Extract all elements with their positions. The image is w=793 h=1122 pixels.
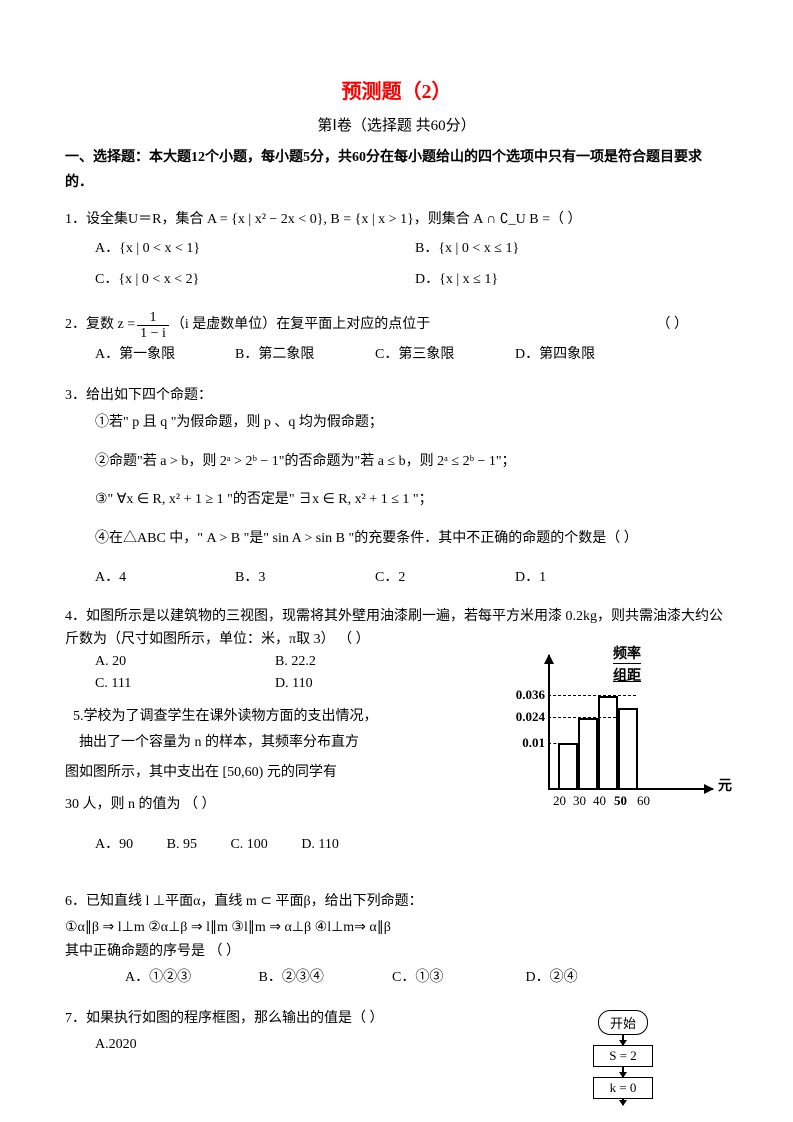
q2-opt-a: A．第一象限 xyxy=(95,341,235,369)
flow-start: 开始 xyxy=(598,1010,648,1035)
question-6: 6．已知直线 l ⊥平面α，直线 m ⊂ 平面β，给出下列命题： ①α∥β ⇒ … xyxy=(65,889,728,991)
q5-l3: 图如图所示，其中支出在 [50,60) 元的同学有 xyxy=(65,757,445,789)
chart-xtick: 50 xyxy=(614,793,627,809)
q1-opt-a: A．{x | 0 < x < 1} xyxy=(95,234,415,265)
q5-opt-d: D. 110 xyxy=(301,831,339,859)
chart-xlabel: 元 xyxy=(718,775,732,795)
q2-opt-d: D．第四象限 xyxy=(515,341,655,369)
chart-ytick-line xyxy=(548,717,616,718)
q2-fraction: 1 1 − i xyxy=(137,310,169,342)
q2-den: 1 − i xyxy=(137,326,169,341)
q2-blank: （ ） xyxy=(657,312,689,339)
q1-text: 1．设全集U＝R，集合 A = {x | x² − 2x < 0}, B = {… xyxy=(65,207,728,234)
chart-ylabel2: 组距 xyxy=(613,663,641,685)
chart-bar xyxy=(558,743,578,788)
chart-ytick-line xyxy=(548,743,578,744)
q5-opt-c: C. 100 xyxy=(230,831,267,859)
flow-arrow-2 xyxy=(622,1067,624,1077)
q6-opt-b: B．②③④ xyxy=(259,964,389,992)
q4-opt-b: B. 22.2 xyxy=(275,651,455,673)
chart-xtick: 20 xyxy=(553,793,566,809)
q1-opt-c: C．{x | 0 < x < 2} xyxy=(95,265,415,296)
q3-opt-d: D．1 xyxy=(515,564,655,592)
q6-opt-c: C．①③ xyxy=(392,964,522,992)
q2-opt-b: B．第二象限 xyxy=(235,341,375,369)
chart-ytick: 0.01 xyxy=(522,735,545,751)
page-title: 预测题（2） xyxy=(65,75,728,104)
q3-p4: ④在△ABC 中，" A > B "是" sin A > sin B "的充要条… xyxy=(95,526,728,553)
q3-opt-c: C．2 xyxy=(375,564,515,592)
q3-p2: ②命题"若 a > b，则 2ᵃ > 2ᵇ − 1"的否命题为"若 a ≤ b，… xyxy=(95,449,728,476)
chart-ytick: 0.024 xyxy=(516,709,545,725)
q6-subs: ①α∥β ⇒ l⊥m ②α⊥β ⇒ l∥m ③l∥m ⇒ α⊥β ④l⊥m⇒ α… xyxy=(65,916,728,940)
q4-opt-d: D. 110 xyxy=(275,673,455,695)
q5-l2: 抽出了一个容量为 n 的样本，其频率分布直方 xyxy=(79,730,445,757)
q4-opt-c: C. 111 xyxy=(95,673,275,695)
histogram-chart: 频率 组距 元 0.0360.0240.01 2030405060 xyxy=(493,645,723,825)
q2-pre: 2．复数 z = xyxy=(65,312,135,339)
page-subtitle: 第Ⅰ卷（选择题 共60分） xyxy=(65,114,728,135)
y-axis xyxy=(548,655,550,790)
q2-num: 1 xyxy=(137,310,169,326)
q3-opt-b: B．3 xyxy=(235,564,375,592)
q5-l1: 5.学校为了调查学生在课外读物方面的支出情况， xyxy=(73,704,445,731)
q1-opt-b: B．{x | 0 < x ≤ 1} xyxy=(415,234,519,265)
q4-opt-a: A. 20 xyxy=(95,651,275,673)
flow-box-s: S = 2 xyxy=(593,1045,653,1067)
question-1: 1．设全集U＝R，集合 A = {x | x² − 2x < 0}, B = {… xyxy=(65,207,728,295)
chart-ylabel1: 频率 xyxy=(613,643,641,663)
flow-box-k: k = 0 xyxy=(593,1077,653,1099)
chart-xtick: 40 xyxy=(593,793,606,809)
chart-bar xyxy=(578,718,598,788)
question-2: 2．复数 z = 1 1 − i （i 是虚数单位）在复平面上对应的点位于 （ … xyxy=(65,310,728,370)
x-axis xyxy=(548,788,713,790)
question-3: 3．给出如下四个命题： ①若" p 且 q "为假命题，则 p 、q 均为假命题… xyxy=(65,383,728,592)
q3-lead: 3．给出如下四个命题： xyxy=(65,383,728,410)
q5-l4: 30 人，则 n 的值为 （ ） xyxy=(65,789,445,821)
chart-xtick: 30 xyxy=(573,793,586,809)
chart-bar xyxy=(598,696,618,788)
q5-opt-b: B. 95 xyxy=(167,831,197,859)
flow-arrow-3 xyxy=(622,1099,624,1105)
q3-p1: ①若" p 且 q "为假命题，则 p 、q 均为假命题； xyxy=(95,410,728,437)
q3-opt-a: A．4 xyxy=(95,564,235,592)
q6-asks: 其中正确命题的序号是 （ ） xyxy=(65,940,728,964)
flow-arrow-1 xyxy=(622,1035,624,1045)
q3-p3: ③" ∀x ∈ R, x² + 1 ≥ 1 "的否定是" ∃x ∈ R, x² … xyxy=(95,487,728,514)
chart-ytick: 0.036 xyxy=(516,687,545,703)
q6-opt-a: A．①②③ xyxy=(125,964,255,992)
q2-post: （i 是虚数单位）在复平面上对应的点位于 xyxy=(171,312,430,339)
q1-opt-d: D．{x | x ≤ 1} xyxy=(415,265,498,296)
q6-opt-d: D．②④ xyxy=(526,964,656,992)
q6-lead: 6．已知直线 l ⊥平面α，直线 m ⊂ 平面β，给出下列命题： xyxy=(65,889,728,916)
flowchart: 开始 S = 2 k = 0 xyxy=(573,1010,673,1105)
chart-bar xyxy=(618,708,638,788)
chart-ytick-line xyxy=(548,695,636,696)
chart-xtick: 60 xyxy=(637,793,650,809)
section-header: 一、选择题：本大题12个小题，每小题5分，共60分在每小题给山的四个选项中只有一… xyxy=(65,145,728,195)
q2-opt-c: C．第三象限 xyxy=(375,341,515,369)
q5-opt-a: A．90 xyxy=(95,831,133,859)
